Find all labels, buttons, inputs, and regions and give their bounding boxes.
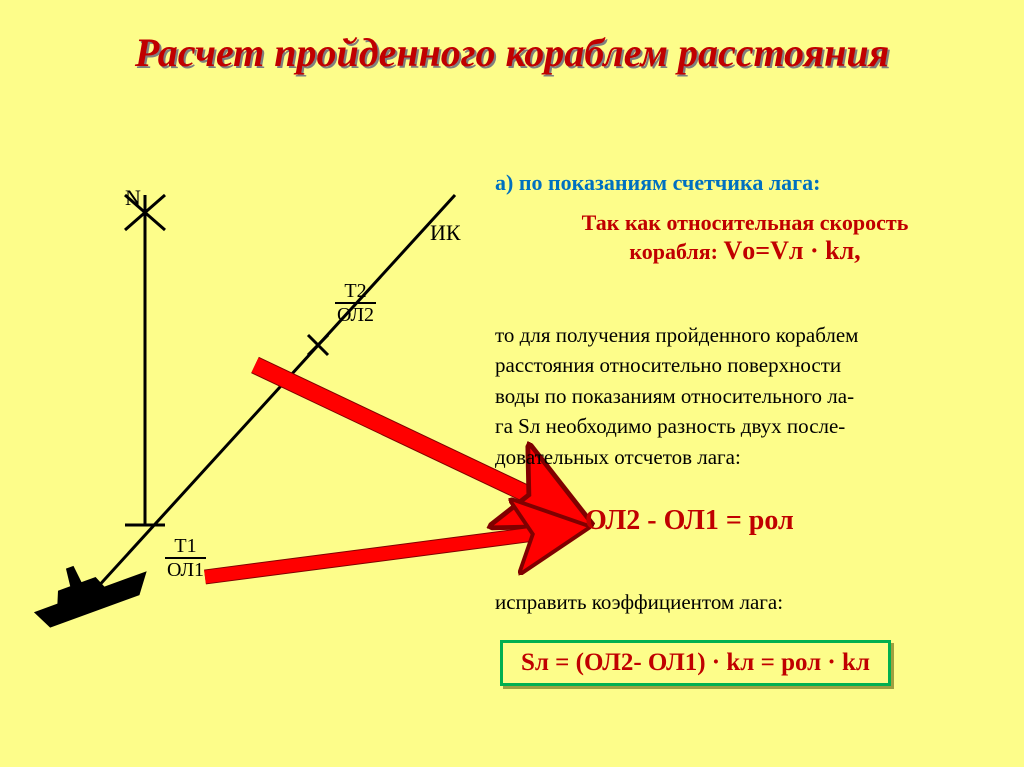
label-t1: Т1 [165,535,206,559]
label-point1: Т1 ОЛ1 [165,535,206,581]
para1-line2: корабля: Vо=Vл · kл, [505,236,985,266]
para2-l1: то для получения пройденного кораблем [495,320,858,350]
paragraph-correction: исправить коэффициентом лага: [495,590,783,615]
label-t2: Т2 [335,280,376,304]
label-ol2: ОЛ2 [335,304,376,326]
para2-l2: расстояния относительно поверхности [495,350,858,380]
slide-title: Расчет пройденного кораблем расстояния [0,30,1024,76]
subtitle: а) по показаниям счетчика лага: [495,170,821,196]
para2-l4: га Sл необходимо разность двух после- [495,411,858,441]
formula-box-sl: Sл = (ОЛ2- ОЛ1) · kл = рол · kл [500,640,891,686]
formula-rol: ОЛ2 - ОЛ1 = рол [585,505,794,537]
paragraph-explanation: то для получения пройденного кораблем ра… [495,320,858,472]
label-n: N [125,185,141,211]
label-ol1: ОЛ1 [165,559,206,581]
label-point2: Т2 ОЛ2 [335,280,376,326]
para2-l3: воды по показаниям относительного ла- [495,381,858,411]
para1-line2a: корабля: [629,239,723,264]
formula-box-text: Sл = (ОЛ2- ОЛ1) · kл = рол · kл [521,649,870,676]
title-text: Расчет пройденного кораблем расстояния [135,30,889,75]
paragraph-relative-speed: Так как относительная скорость корабля: … [505,210,985,266]
para1-line1: Так как относительная скорость [505,210,985,236]
para2-l5: довательных отсчетов лага: [495,442,858,472]
para1-formula: Vо=Vл · kл, [723,236,860,265]
label-ik: ИК [430,220,461,246]
slide: Расчет пройденного кораблем расстояния а… [0,0,1024,767]
